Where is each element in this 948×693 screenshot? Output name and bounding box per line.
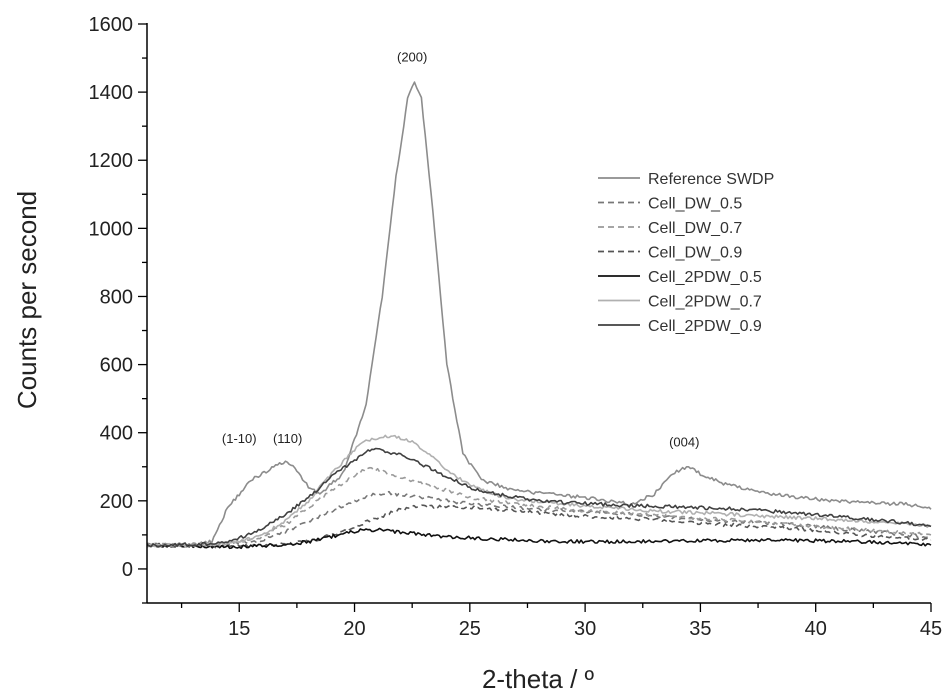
- peak-annotation: (004): [669, 434, 699, 449]
- y-axis-title: Counts per second: [12, 191, 42, 409]
- y-tick-label: 1600: [89, 14, 134, 36]
- y-tick-label: 1200: [89, 150, 134, 172]
- series-line-0: [146, 81, 932, 548]
- legend-label: Cell_2PDW_0.7: [648, 294, 762, 311]
- x-tick-label: 20: [343, 618, 365, 640]
- legend-label: Cell_DW_0.5: [648, 196, 742, 213]
- x-tick-label: 15: [228, 618, 250, 640]
- legend-label: Cell_DW_0.9: [648, 245, 742, 262]
- peak-annotation: (110): [273, 431, 302, 446]
- series-line-2: [146, 466, 932, 548]
- y-tick-label: 200: [100, 491, 133, 513]
- y-tick-label: 400: [100, 423, 133, 445]
- y-tick-label: 0: [122, 559, 133, 581]
- legend-label: Cell_2PDW_0.9: [648, 318, 762, 335]
- legend: Reference SWDP Cell_DW_0.5 Cell_DW_0.7 Cell…: [598, 171, 774, 335]
- x-tick-label: 30: [574, 618, 596, 640]
- peak-annotation: (1-10): [222, 431, 257, 446]
- y-tick-label: 600: [100, 355, 133, 377]
- x-tick-label: 45: [920, 618, 942, 640]
- peak-annotations: (1-10) (110) (200) (004): [222, 49, 700, 449]
- x-tick-label: 35: [689, 618, 711, 640]
- series-line-4: [146, 527, 932, 550]
- axes: 15 20 25 30 35 40 45 0 200 400 600 800 1000 1200 1400 1…: [89, 14, 943, 640]
- series-line-5: [146, 434, 932, 548]
- plot-area: [146, 81, 932, 550]
- x-axis-title: 2-theta / º: [482, 664, 595, 693]
- series-line-6: [146, 447, 932, 548]
- y-tick-label: 1000: [89, 218, 134, 240]
- legend-label: Cell_2PDW_0.5: [648, 269, 762, 286]
- x-tick-label: 40: [805, 618, 827, 640]
- legend-label: Cell_DW_0.7: [648, 220, 742, 237]
- legend-label: Reference SWDP: [648, 171, 774, 188]
- y-tick-label: 800: [100, 286, 133, 308]
- y-tick-label: 1400: [89, 82, 134, 104]
- x-tick-label: 25: [459, 618, 481, 640]
- series-line-1: [146, 490, 932, 548]
- peak-annotation: (200): [397, 49, 427, 64]
